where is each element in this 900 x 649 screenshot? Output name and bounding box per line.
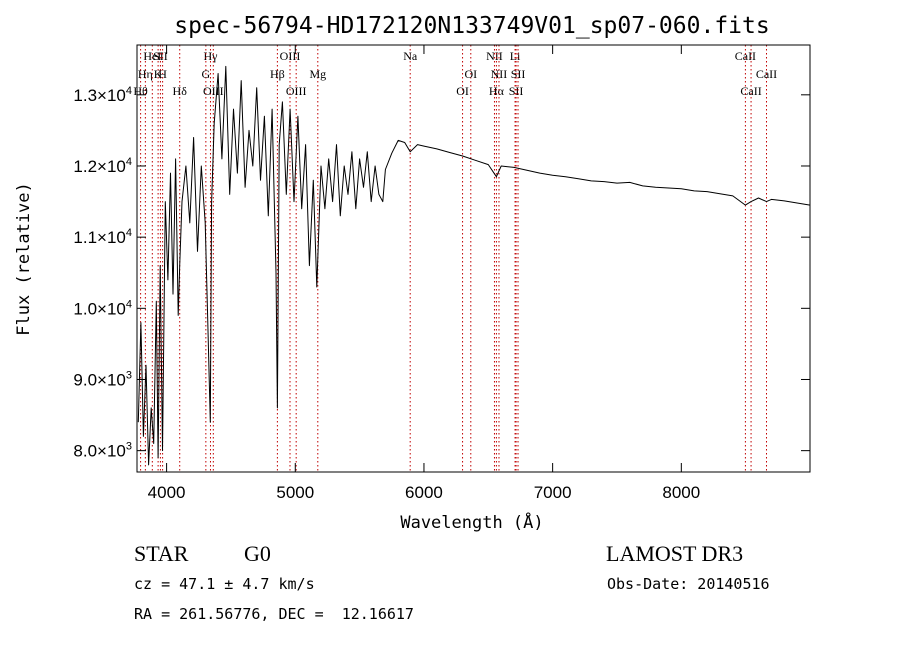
x-tick-label: 4000 — [148, 483, 186, 502]
line-marker-label: NII — [486, 49, 503, 63]
redshift-text: cz = 47.1 ± 4.7 km/s — [134, 575, 315, 593]
line-marker-label: HeI — [143, 49, 161, 63]
y-tick-label: 1.2×104 — [73, 156, 132, 176]
survey-name: LAMOST DR3 — [606, 541, 743, 566]
line-marker-label: NII — [491, 67, 508, 81]
line-marker-label: Li — [510, 49, 521, 63]
line-marker-label: OI — [456, 84, 469, 98]
line-marker-label: SII — [511, 67, 526, 81]
line-marker-label: SII — [509, 84, 524, 98]
line-markers: HθHηHeIKSIIHHδHγGOIIIHβOIIIOIIIMgNaOIOIN… — [133, 45, 777, 472]
line-marker-label: H — [158, 67, 167, 81]
y-tick-label: 1.1×104 — [73, 227, 132, 247]
spectrum-series — [137, 65, 811, 466]
line-marker-label: CaII — [740, 84, 761, 98]
line-marker-label: CaII — [756, 67, 777, 81]
y-axis-label: Flux (relative) — [14, 182, 34, 336]
line-marker-label: K — [154, 67, 163, 81]
y-tick-label: 9.0×103 — [73, 369, 132, 389]
line-marker-label: Hη — [138, 67, 153, 81]
x-tick-label: 8000 — [662, 483, 700, 502]
line-marker-label: Na — [403, 49, 418, 63]
line-marker-label: OIII — [280, 49, 301, 63]
x-tick-label: 7000 — [534, 483, 572, 502]
plot-frame — [136, 44, 811, 473]
x-tick-label: 6000 — [405, 483, 443, 502]
y-tick-label: 8.0×103 — [73, 441, 132, 461]
line-marker-label: CaII — [735, 49, 756, 63]
x-axis-ticks: 4000 5000 6000 7000 8000 — [148, 45, 700, 502]
line-marker-label: Hδ — [173, 84, 188, 98]
coordinates-text: RA = 261.56776, DEC = 12.16617 — [134, 605, 414, 623]
object-class: STAR — [134, 541, 189, 566]
y-axis-ticks: 8.0×103 9.0×103 1.0×104 1.1×104 1.2×104 1.3×1… — [73, 85, 810, 461]
line-marker-label: Mg — [309, 67, 326, 81]
y-tick-label: 1.3×104 — [73, 85, 132, 105]
object-subclass: G0 — [244, 541, 271, 566]
x-axis-label: Wavelength (Å) — [400, 511, 543, 533]
spectrum-line — [137, 65, 811, 466]
line-marker-label: OIII — [286, 84, 307, 98]
line-marker-label: OI — [464, 67, 477, 81]
line-marker-label: Hβ — [270, 67, 285, 81]
line-marker-label: SII — [153, 49, 168, 63]
line-marker-label: Hα — [489, 84, 505, 98]
obs-date-text: Obs-Date: 20140516 — [607, 575, 770, 593]
line-marker-label: G — [202, 67, 211, 81]
line-marker-label: OIII — [203, 84, 224, 98]
y-tick-label: 1.0×104 — [73, 298, 132, 318]
line-marker-label: Hγ — [203, 49, 218, 63]
chart-title: spec-56794-HD172120N133749V01_sp07-060.f… — [174, 13, 769, 39]
x-tick-label: 5000 — [276, 483, 314, 502]
